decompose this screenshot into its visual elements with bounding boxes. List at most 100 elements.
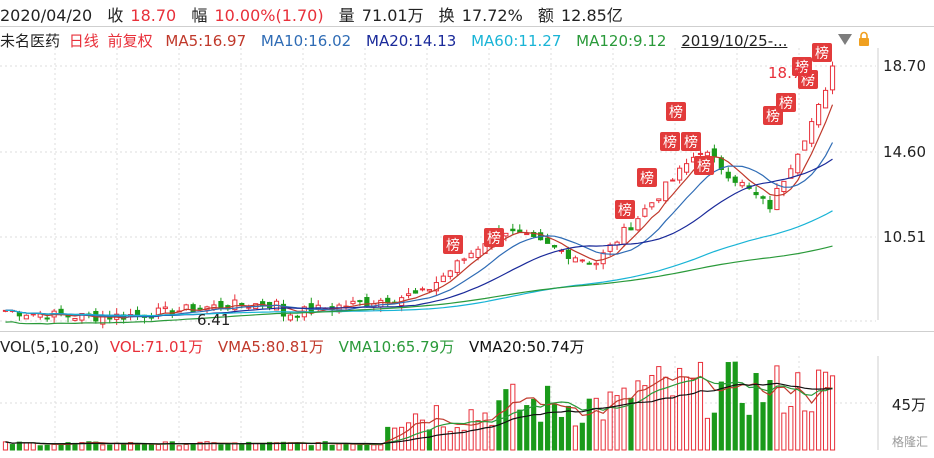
vol-bar-up [593,397,599,451]
quote-date: 2020/04/20 [0,6,93,25]
vol-bar-up [2,441,9,451]
candle-up [72,317,78,321]
candle-up [461,258,467,261]
candle-up [635,218,641,231]
vol-bar-up [829,375,836,451]
vol-bar-down [9,444,16,451]
list-tag-badge[interactable]: 榜 [443,235,463,254]
vol-bar-up [614,395,620,451]
ma5-value: MA5:16.97 [165,32,247,50]
list-tag-badge[interactable]: 榜 [615,200,635,219]
vol-bar-up [600,419,606,451]
candle-up [454,260,460,273]
high-price-marker: 18.70 [768,64,811,82]
vol-bar-down [308,445,314,451]
candle-down [767,199,773,210]
list-tag-badge[interactable]: 榜 [637,168,657,187]
lock-icon[interactable] [858,31,870,47]
vol-bar-up [489,424,495,451]
vol-bar-down [86,441,92,451]
ma10-value: MA10:16.02 [260,32,352,50]
list-tag-badge[interactable]: 榜 [660,132,680,151]
vol-bar-up [572,425,578,451]
vol-bar-down [711,412,717,451]
vol-bar-up [670,395,676,451]
ma20-line [5,158,833,317]
candle-down [711,148,717,158]
vol-bar-down [558,416,565,451]
candle-down [412,290,419,294]
candle-down [65,315,71,318]
ma20-value: MA20:14.13 [366,32,457,50]
vol-bar-down [753,373,759,451]
vol-bar-up [802,410,808,451]
vol-bar-up [454,427,460,451]
candle-down [190,304,196,313]
candle-up [440,275,446,283]
svg-text:榜: 榜 [446,237,460,254]
candle-up [683,163,690,173]
list-tag-badge[interactable]: 榜 [792,57,812,76]
candle-up [232,299,238,311]
candle-up [621,226,627,245]
candle-down [294,315,300,318]
list-tag-badge[interactable]: 榜 [812,43,832,62]
candle-down [531,231,537,238]
vol-bar-up [79,442,85,451]
ma-legend: 未名医药 日线 前复权 MA5:16.97 MA10:16.02 MA20:14… [0,30,787,51]
candle-down [134,309,141,316]
vol-bar-up [419,419,426,451]
list-tag-badge[interactable]: 榜 [666,102,686,121]
candle-up [642,208,648,217]
svg-text:榜: 榜 [779,95,793,112]
svg-text:榜: 榜 [801,72,815,89]
list-tag-badge[interactable]: 榜 [694,156,714,175]
vol-bar-down [551,403,558,451]
svg-text:榜: 榜 [697,158,711,175]
adjust-label[interactable]: 前复权 [107,32,153,50]
candle-up [600,252,606,265]
dropdown-triangle-icon[interactable] [838,34,852,45]
vol-bar-up [176,445,182,451]
vol-bar-up [30,442,36,451]
list-tag-badge[interactable]: 榜 [776,93,796,112]
turnover-value: 17.72% [461,6,523,25]
vol-bar-up [510,383,516,451]
vol-bar-up [253,442,259,451]
candle-up [405,293,412,297]
vol-bar-up [642,385,648,451]
vol-bar-up [197,441,203,451]
vol-bar-up [621,387,627,451]
vol-bar-up [697,361,704,451]
candle-up [593,262,599,266]
candle-up [30,313,36,316]
date-range[interactable]: 2019/10/25-... [681,32,788,50]
vol-bar-down [294,442,300,451]
candle-up [447,270,453,277]
vol-bar-up [378,444,384,451]
candle-up [704,151,711,157]
vol-bar-down [746,414,752,451]
period-label[interactable]: 日线 [68,32,99,50]
vol-bar-down [357,444,363,451]
vol-bar-up [607,391,613,451]
svg-text:榜: 榜 [766,108,780,125]
vol-bar-down [169,441,175,451]
list-tag-badge[interactable]: 榜 [681,132,701,151]
vol-bar-down [725,362,731,451]
svg-text:榜: 榜 [669,104,683,121]
vma10-value: VMA10:65.79万 [338,338,455,356]
candle-down [586,262,592,265]
watermark: 格隆汇 [891,435,928,449]
candle-up [829,65,836,91]
vol-bar-up [162,441,168,451]
candle-up [475,248,481,258]
vol-bar-down [37,445,43,451]
vol-bar-down [718,381,724,451]
vol-bar-up [795,372,801,451]
vol-bar-up [788,405,794,451]
list-tag-badge[interactable]: 榜 [484,228,504,247]
volume-label: 量 [338,6,355,25]
vol-bar-down [134,443,141,451]
